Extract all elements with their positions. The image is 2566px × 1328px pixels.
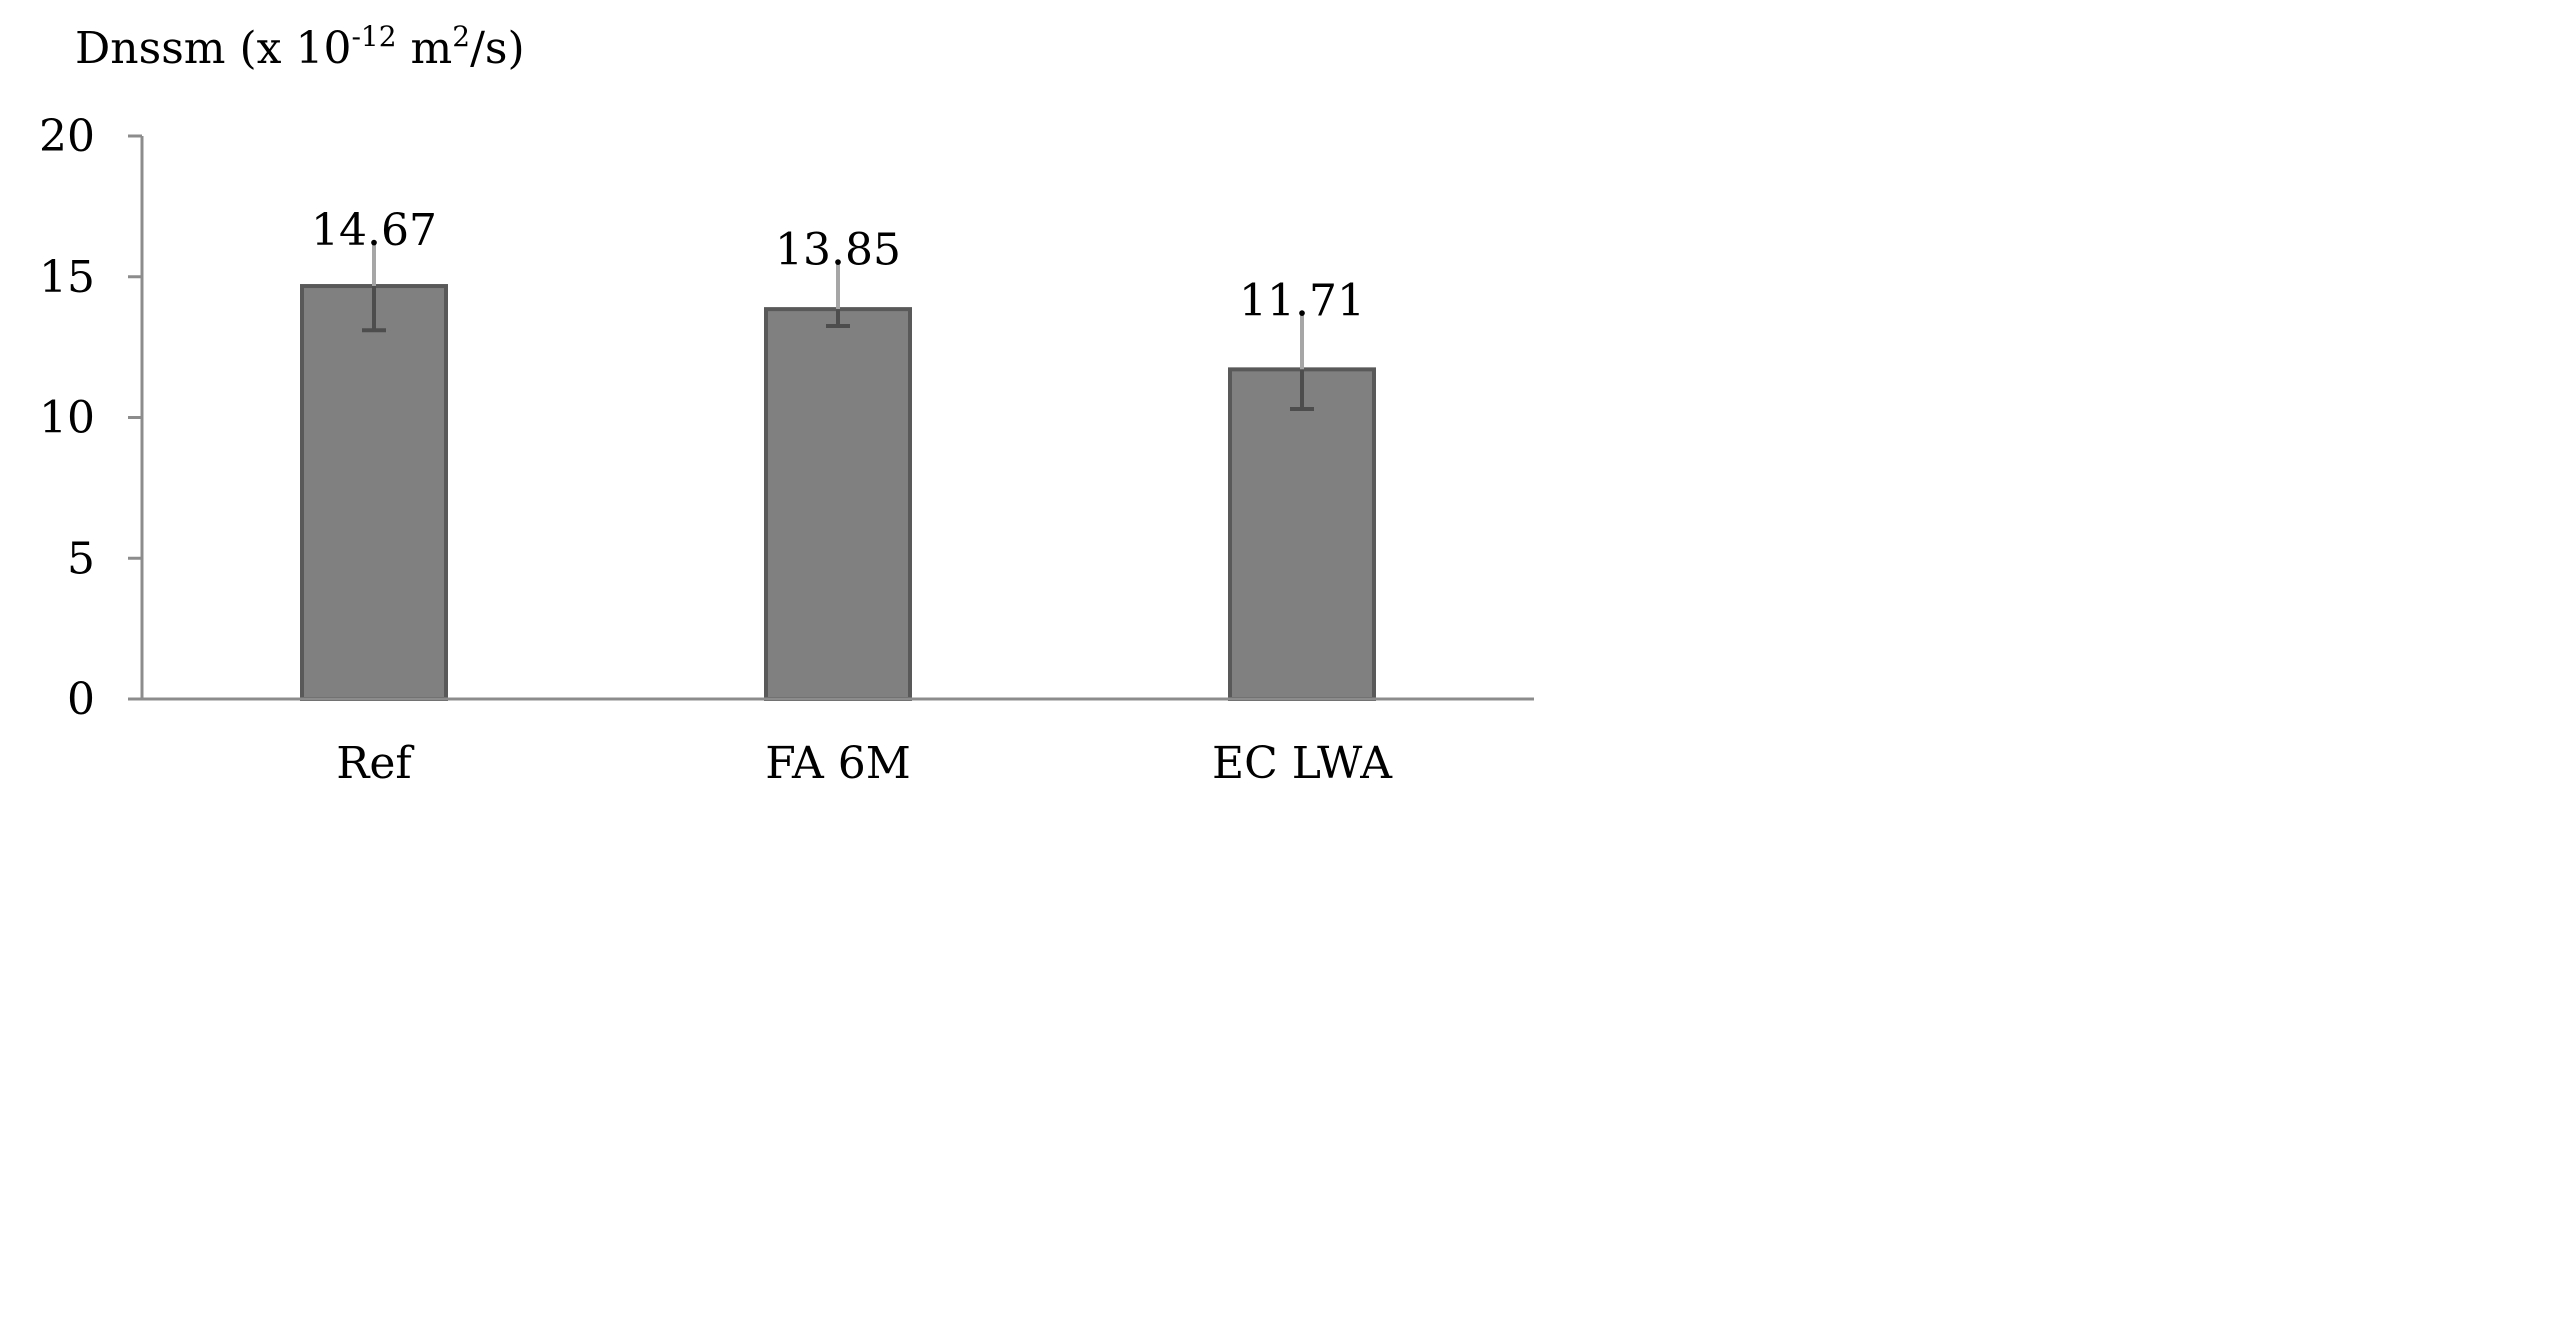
y-tick-label: 0 (67, 674, 95, 725)
y-axis-title-unit-exponent: 2 (452, 20, 470, 53)
y-axis-title: Dnssm (x 10-12 m2/s) (75, 20, 525, 74)
y-axis-title-exponent: -12 (351, 20, 396, 53)
data-label: 14.67 (311, 205, 437, 256)
error-bars (362, 242, 1314, 412)
y-tick-label: 15 (39, 252, 95, 303)
bar-chart: Dnssm (x 10-12 m2/s) 0 5 10 15 20 14.67 13.85… (0, 0, 1566, 810)
y-tick-label: 5 (67, 533, 95, 584)
axes (128, 136, 1534, 701)
bar-fa-6m (764, 307, 912, 701)
category-labels: Ref FA 6M EC LWA (336, 738, 1393, 789)
category-label: FA 6M (765, 738, 911, 789)
bar-ref (300, 284, 448, 701)
chart-svg: Dnssm (x 10-12 m2/s) 0 5 10 15 20 14.67 13.85… (39, 20, 1534, 789)
y-axis-title-suffix: /s) (470, 23, 525, 74)
data-labels: 14.67 13.85 11.71 (311, 205, 1365, 326)
y-axis-title-middle: m (397, 23, 453, 74)
y-tick-label: 10 (39, 393, 95, 444)
category-label: EC LWA (1212, 738, 1393, 789)
data-label: 13.85 (775, 225, 901, 276)
data-label: 11.71 (1239, 275, 1365, 326)
bar-ec-lwa (1228, 367, 1376, 701)
bars (300, 284, 1376, 701)
y-axis-ticks: 0 5 10 15 20 (39, 111, 142, 725)
category-label: Ref (336, 738, 414, 789)
y-tick-label: 20 (39, 111, 95, 162)
y-axis-title-prefix: Dnssm (x 10 (75, 23, 351, 74)
